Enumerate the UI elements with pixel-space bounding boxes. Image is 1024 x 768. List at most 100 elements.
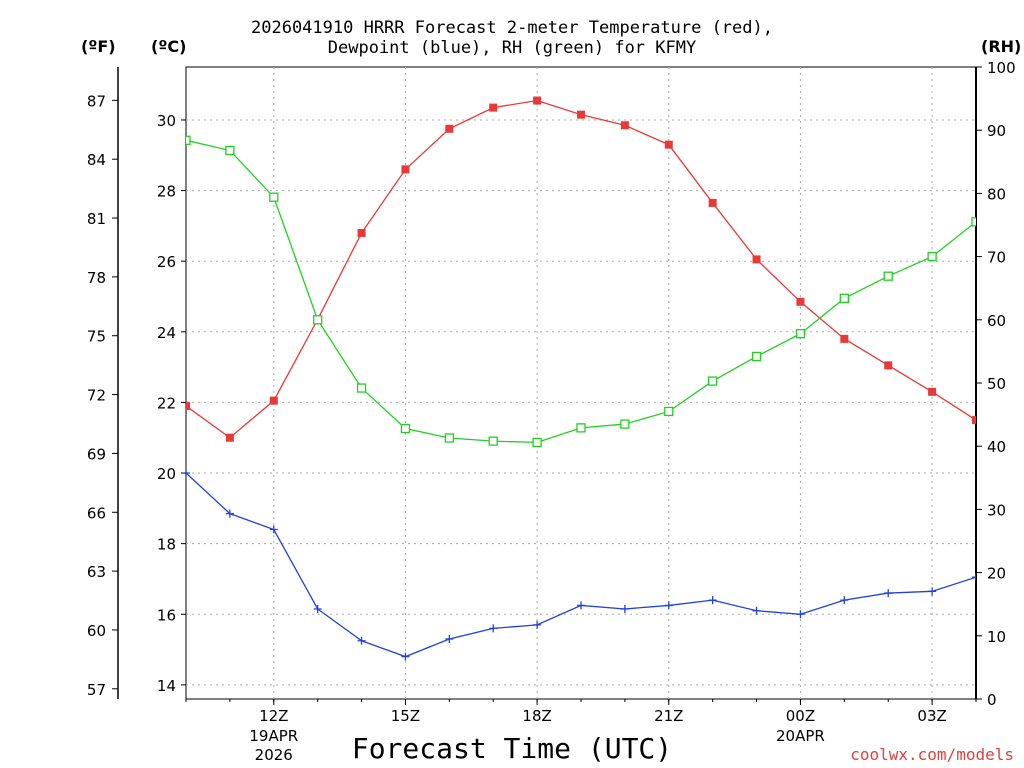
dewpoint-point	[708, 596, 717, 605]
dewpoint-point	[225, 509, 234, 518]
c-tick-label: 16	[157, 606, 176, 624]
rh-point	[488, 436, 498, 446]
temperature-point	[840, 334, 849, 343]
rh-point	[444, 433, 454, 443]
f-tick-label: 63	[87, 563, 106, 581]
rh-point	[576, 423, 586, 433]
x-tick-label: 21Z	[654, 707, 683, 725]
temperature-point	[401, 165, 410, 174]
dewpoint-point	[752, 606, 761, 615]
dewpoint-point	[489, 624, 498, 633]
rh-point	[225, 145, 235, 156]
rh-point	[313, 315, 323, 325]
rh-point	[664, 406, 674, 417]
series-dewpoint	[186, 469, 976, 661]
rh-point	[356, 383, 367, 393]
rh-point	[186, 135, 191, 145]
rh-point	[971, 217, 976, 227]
temperature-point	[796, 297, 805, 306]
dewpoint-point	[972, 573, 976, 582]
chart-title-line2: Dewpoint (blue), RH (green) for KFMY	[327, 38, 697, 58]
rh-tick-label: 60	[987, 312, 1006, 330]
rh-line	[186, 139, 976, 444]
temperature-point	[708, 198, 717, 207]
temperature-point	[269, 396, 278, 405]
rh-point	[839, 293, 849, 303]
temperature-point	[577, 110, 585, 119]
rh-tick-label: 80	[987, 185, 1006, 203]
f-tick-label: 84	[87, 151, 106, 169]
rh-tick-label: 90	[987, 122, 1006, 140]
x-tick-label: 15Z	[391, 707, 420, 725]
x-axis-title: Forecast Time (UTC)	[351, 732, 673, 765]
f-tick-label: 69	[87, 445, 106, 463]
rh-point	[927, 251, 937, 262]
series-rh	[186, 135, 976, 448]
dewpoint-line	[186, 472, 976, 658]
dewpoint-point	[796, 610, 805, 619]
series-temperature	[186, 96, 976, 442]
x-tick-label: 18Z	[522, 707, 551, 725]
x-tick-label: 12Z	[259, 707, 288, 725]
rh-point	[269, 192, 279, 202]
x-tick-date-label: 19APR	[249, 727, 298, 745]
x-tick-year-label: 2026	[255, 746, 293, 764]
c-tick-label: 26	[157, 253, 176, 271]
x-tick-date-label: 20APR	[776, 727, 825, 745]
rh-unit-label: (RH)	[981, 37, 1022, 56]
dewpoint-point	[664, 601, 673, 610]
f-tick-label: 78	[87, 269, 106, 287]
dewpoint-point	[577, 601, 585, 610]
dewpoint-point	[533, 620, 542, 629]
c-tick-label: 28	[157, 183, 176, 201]
rh-point	[400, 423, 411, 434]
credit-link[interactable]: coolwx.com/models	[850, 745, 1014, 764]
temperature-point	[620, 121, 629, 130]
dewpoint-point	[928, 587, 937, 596]
rh-tick-label: 30	[987, 501, 1006, 519]
c-tick-label: 24	[157, 324, 176, 342]
celsius-unit-label: (ºC)	[151, 37, 187, 56]
c-tick-label: 14	[157, 677, 176, 695]
dewpoint-point	[401, 652, 410, 661]
rh-point	[751, 351, 762, 362]
c-tick-label: 18	[157, 536, 176, 554]
f-tick-label: 66	[87, 504, 106, 522]
temperature-point	[186, 401, 190, 410]
f-tick-label: 81	[87, 210, 106, 228]
rh-tick-label: 40	[987, 438, 1006, 456]
dewpoint-point	[269, 525, 278, 534]
fahrenheit-unit-label: (ºF)	[81, 37, 116, 56]
temperature-point	[752, 255, 761, 264]
c-tick-label: 20	[157, 465, 176, 483]
temperature-point	[489, 103, 498, 112]
chart-title-line1: 2026041910 HRRR Forecast 2-meter Tempera…	[251, 18, 773, 38]
rh-tick-label: 20	[987, 565, 1006, 583]
dewpoint-point	[620, 604, 629, 613]
rh-tick-label: 0	[987, 691, 997, 709]
temperature-point	[533, 96, 542, 105]
f-tick-label: 87	[87, 92, 106, 110]
dewpoint-point	[884, 589, 893, 598]
temperature-point	[664, 140, 673, 149]
dewpoint-point	[445, 634, 454, 643]
dewpoint-point	[313, 604, 322, 613]
x-tick-label: 00Z	[786, 707, 815, 725]
temperature-point	[884, 361, 893, 370]
temperature-line	[186, 99, 976, 439]
temperature-point	[225, 433, 234, 442]
rh-point	[620, 419, 630, 429]
dewpoint-point	[186, 469, 190, 478]
temperature-point	[928, 387, 937, 396]
dewpoint-point	[357, 636, 366, 645]
temperature-point	[445, 124, 454, 133]
f-tick-label: 72	[87, 387, 106, 405]
f-tick-label: 60	[87, 622, 106, 640]
c-tick-label: 30	[157, 112, 176, 130]
f-tick-label: 75	[87, 328, 106, 346]
rh-tick-label: 70	[987, 249, 1006, 267]
temperature-point	[972, 416, 976, 425]
dewpoint-point	[840, 596, 849, 605]
rh-point	[795, 329, 806, 339]
